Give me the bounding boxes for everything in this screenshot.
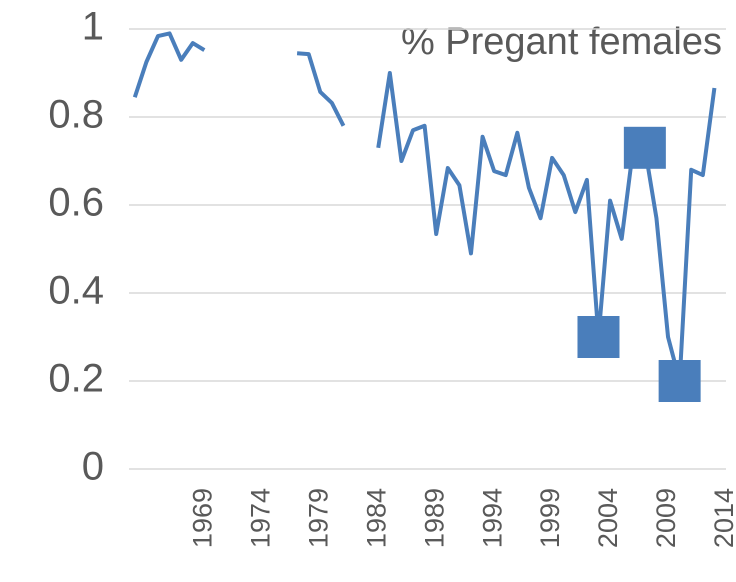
x-tick-label: 2009	[651, 488, 681, 548]
y-tick-label: 0.6	[48, 181, 104, 225]
x-tick-label: 2014	[709, 488, 736, 548]
y-tick-label: 0	[82, 445, 104, 489]
x-tick-label: 1999	[535, 488, 565, 548]
x-tick-label: 1989	[419, 488, 449, 548]
x-tick-label: 1969	[187, 488, 217, 548]
marker	[658, 360, 701, 402]
marker	[577, 316, 620, 358]
y-tick-label: 1	[82, 5, 104, 49]
y-tick-label: 0.8	[48, 93, 104, 137]
x-tick-label: 1994	[477, 488, 507, 548]
x-tick-label: 2004	[593, 488, 623, 548]
data-line	[132, 31, 717, 383]
y-tick-label: 0.4	[48, 269, 104, 313]
y-tick-label: 0.2	[48, 357, 104, 401]
marker	[623, 126, 666, 169]
chart-title: % Pregant females	[401, 21, 722, 63]
x-tick-label: 1974	[245, 488, 275, 548]
x-tick-label: 1984	[361, 488, 391, 548]
x-tick-label: 1979	[303, 488, 333, 548]
